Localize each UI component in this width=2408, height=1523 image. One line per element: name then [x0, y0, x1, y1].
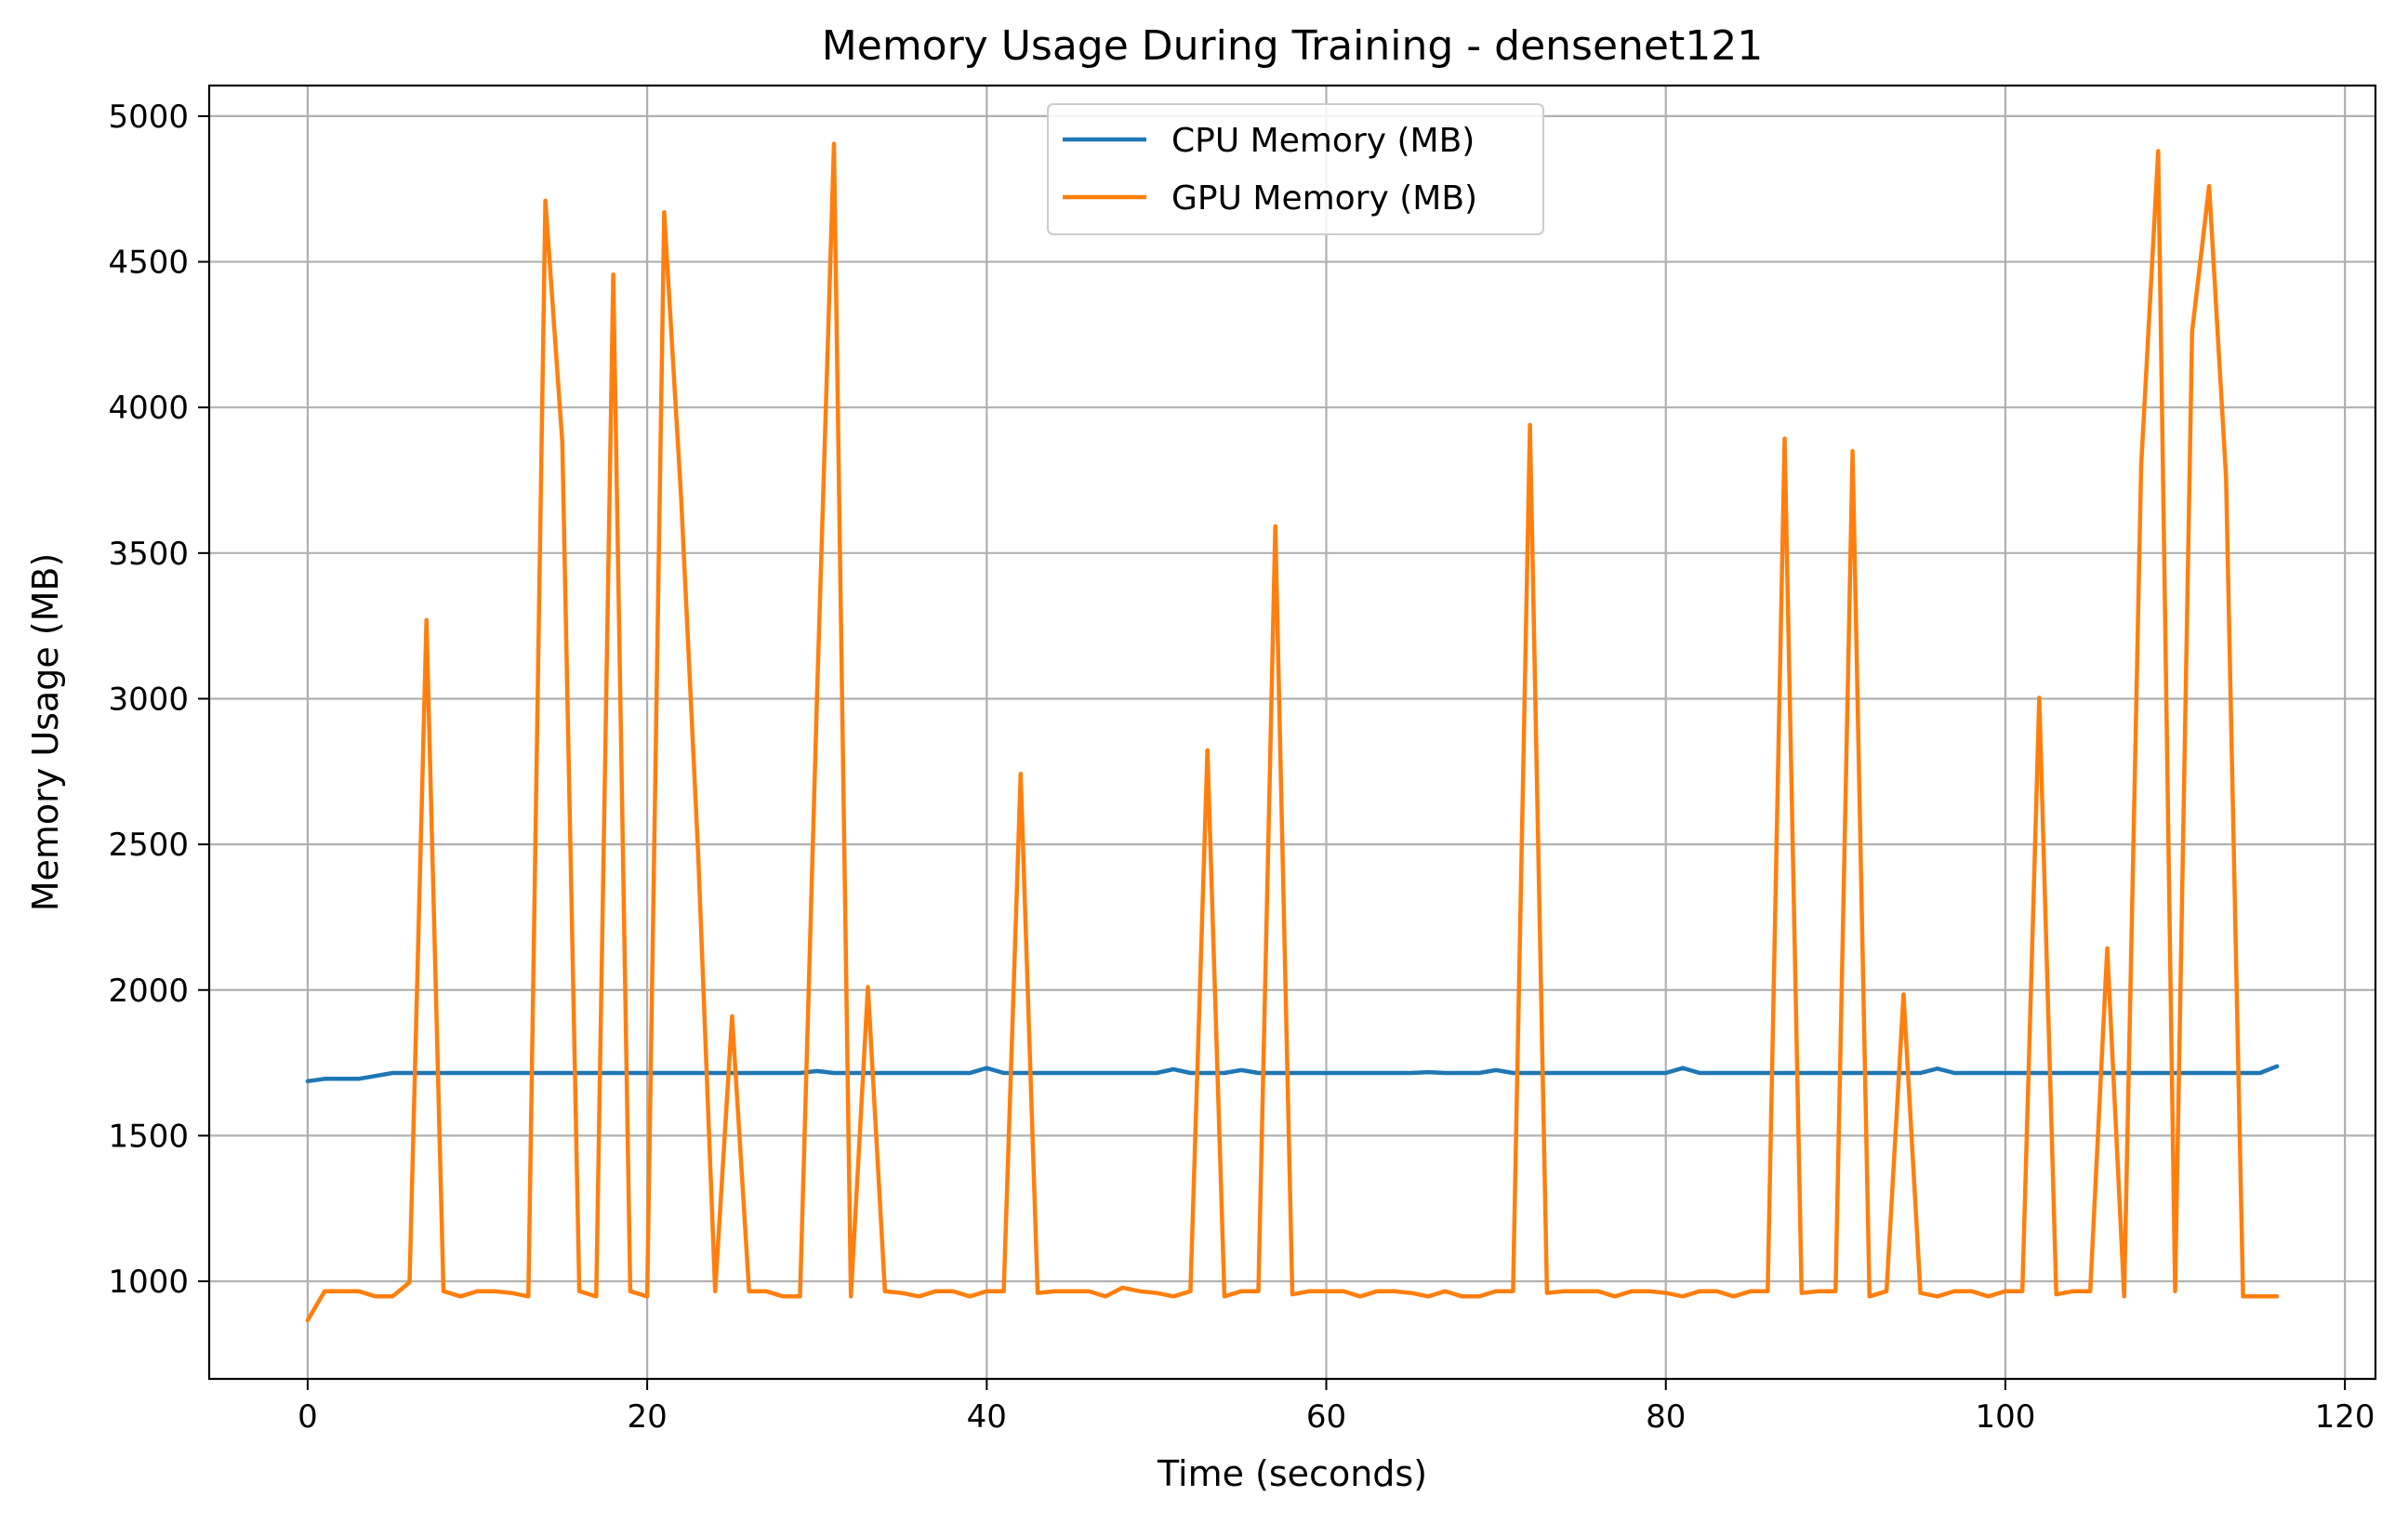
grid-layer: [209, 86, 2375, 1379]
y-tick-label: 3000: [108, 681, 189, 718]
legend-box: [1047, 103, 1544, 235]
chart-title: Memory Usage During Training - densenet1…: [822, 22, 1763, 70]
tick-layer: 0 20 40 60 80 100 120 1000 1500 2000 2500 3000 3500 4…: [108, 99, 2375, 1436]
x-tick-label: 20: [627, 1398, 667, 1436]
y-tick-label: 1000: [108, 1264, 189, 1301]
y-tick-label: 3500: [108, 536, 189, 573]
y-axis-label: Memory Usage (MB): [25, 553, 66, 912]
x-tick-label: 0: [298, 1398, 318, 1436]
legend-label-cpu: CPU Memory (MB): [1171, 122, 1475, 160]
legend: CPU Memory (MB) GPU Memory (MB): [1047, 103, 1544, 235]
gpu-memory-line: [305, 141, 2280, 1323]
y-tick-label: 2500: [108, 827, 189, 864]
series-layer: [305, 141, 2280, 1323]
x-tick-label: 40: [967, 1398, 1007, 1436]
plot-frame: [207, 84, 2377, 1381]
x-tick-label: 100: [1975, 1398, 2035, 1436]
y-tick-label: 4000: [108, 390, 189, 427]
x-tick-label: 80: [1646, 1398, 1686, 1436]
y-tick-label: 5000: [108, 99, 189, 136]
x-axis-label: Time (seconds): [1157, 1453, 1427, 1494]
cpu-memory-line: [305, 1064, 2280, 1084]
y-tick-label: 2000: [108, 973, 189, 1010]
x-tick-label: 120: [2315, 1398, 2375, 1436]
y-tick-label: 4500: [108, 245, 189, 282]
x-tick-label: 60: [1306, 1398, 1346, 1436]
legend-label-gpu: GPU Memory (MB): [1171, 179, 1477, 218]
y-tick-label: 1500: [108, 1118, 189, 1155]
